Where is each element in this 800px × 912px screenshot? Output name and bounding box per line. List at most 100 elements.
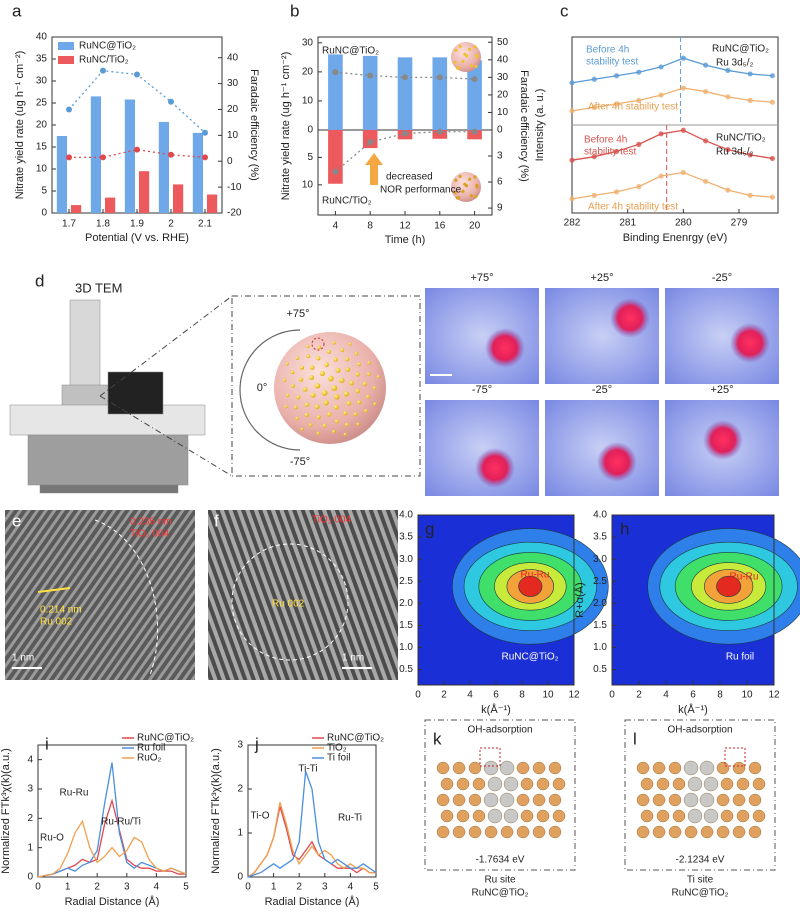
sphere-dot bbox=[309, 375, 315, 381]
atom bbox=[716, 761, 730, 775]
sphere-dot bbox=[343, 391, 350, 397]
y-tick-label: 2.5 bbox=[399, 576, 413, 587]
y-tick-label: 5 bbox=[307, 152, 313, 163]
y-tick-label: -10 bbox=[227, 182, 242, 193]
atom bbox=[436, 793, 450, 807]
x-axis-title: Radial Distance (Å) bbox=[65, 895, 160, 907]
line-point bbox=[747, 97, 753, 103]
sphere-dot bbox=[310, 392, 316, 398]
atom bbox=[487, 808, 503, 824]
y-tick-label: 3.5 bbox=[593, 532, 607, 543]
atom bbox=[748, 761, 762, 775]
line-point bbox=[66, 154, 72, 161]
x-tick-label: 12 bbox=[768, 690, 780, 701]
panel-letter: e bbox=[12, 511, 21, 530]
line-point bbox=[725, 147, 731, 153]
atom bbox=[652, 825, 666, 839]
sphere-dot bbox=[343, 411, 348, 416]
atom bbox=[703, 808, 719, 824]
x-tick-label: 1 bbox=[271, 882, 277, 893]
line-point bbox=[636, 69, 642, 75]
y-tick-label: 3.5 bbox=[399, 532, 413, 543]
y-tick-label: 30 bbox=[227, 78, 239, 89]
atom bbox=[683, 760, 699, 776]
image-label: TiO₂ 004 bbox=[312, 515, 352, 526]
icon-dot bbox=[453, 190, 457, 195]
axis-title: Faradaic efficiency (%) bbox=[518, 70, 530, 182]
atom bbox=[472, 777, 486, 791]
atom bbox=[468, 793, 482, 807]
icon-dot bbox=[458, 44, 462, 49]
panel-letter: k bbox=[433, 729, 442, 748]
atom bbox=[532, 793, 546, 807]
line-series bbox=[247, 771, 377, 878]
x-tick-label: 1.9 bbox=[130, 219, 144, 230]
annotation: Ru-Ru bbox=[60, 788, 89, 799]
sphere-dot bbox=[363, 409, 368, 413]
y-tick-label: 3 bbox=[497, 151, 503, 162]
legend-label: Ti foil bbox=[327, 753, 351, 764]
line-point bbox=[658, 64, 664, 70]
panel-title: OH-adsorption bbox=[467, 725, 532, 736]
sphere-dot bbox=[300, 427, 304, 431]
atom bbox=[536, 777, 550, 791]
atom bbox=[732, 793, 746, 807]
y-tick-label: 10 bbox=[497, 107, 509, 118]
line-point bbox=[66, 106, 72, 113]
panel-letter: i bbox=[45, 734, 49, 753]
line-series bbox=[335, 71, 475, 80]
atom bbox=[516, 825, 530, 839]
bar bbox=[71, 205, 82, 213]
sphere-dot bbox=[357, 400, 362, 405]
line-point bbox=[202, 129, 208, 136]
line-point bbox=[471, 76, 478, 83]
atom bbox=[732, 761, 746, 775]
x-tick-label: 4 bbox=[467, 690, 473, 701]
line-point bbox=[591, 154, 597, 160]
x-tick-label: 3 bbox=[322, 882, 328, 893]
line-point bbox=[134, 146, 140, 153]
y-tick-label: 20 bbox=[227, 104, 239, 115]
legend-label: RuNC@TiO₂ bbox=[137, 733, 194, 744]
line-point bbox=[769, 194, 776, 200]
icon-dot bbox=[475, 183, 479, 187]
line-point bbox=[680, 55, 686, 61]
y-tick-label: 2.0 bbox=[399, 598, 413, 609]
particle bbox=[597, 442, 637, 482]
x-tick-label: 1.8 bbox=[96, 219, 110, 230]
y-tick-label: 10 bbox=[36, 164, 48, 175]
bar bbox=[90, 96, 101, 213]
sphere-dot bbox=[304, 402, 310, 407]
y-tick-label: 2.0 bbox=[593, 598, 607, 609]
adsorption-site bbox=[479, 747, 501, 767]
atom bbox=[483, 760, 499, 776]
line-point bbox=[769, 73, 776, 79]
y-tick-label: 35 bbox=[36, 54, 48, 65]
line-point bbox=[436, 128, 443, 135]
line-point bbox=[569, 80, 575, 86]
atom bbox=[703, 776, 719, 792]
bar bbox=[328, 54, 343, 130]
bar bbox=[105, 197, 116, 213]
panel-title: OH-adsorption bbox=[667, 725, 732, 736]
line-point bbox=[747, 71, 753, 77]
y-tick-label: 1 bbox=[237, 828, 243, 839]
line-point bbox=[202, 154, 208, 161]
axis-title: R+α(Å) bbox=[573, 582, 586, 617]
instrument-part bbox=[39, 484, 179, 494]
line-point bbox=[402, 74, 408, 81]
icon-dot bbox=[473, 45, 477, 49]
boundary bbox=[94, 519, 159, 676]
sphere-dot bbox=[295, 356, 300, 360]
bar bbox=[397, 57, 413, 130]
atom bbox=[456, 809, 470, 823]
atom bbox=[672, 809, 686, 823]
y-tick-label: 30 bbox=[302, 37, 314, 48]
x-tick-label: 5 bbox=[373, 882, 379, 893]
sphere-dot bbox=[367, 361, 371, 365]
x-tick-label: 2 bbox=[168, 219, 174, 230]
line-series bbox=[37, 819, 187, 878]
sphere-dot bbox=[326, 349, 331, 354]
annotation: Ti-O bbox=[250, 811, 269, 822]
y-tick-label: 3.0 bbox=[593, 554, 607, 565]
